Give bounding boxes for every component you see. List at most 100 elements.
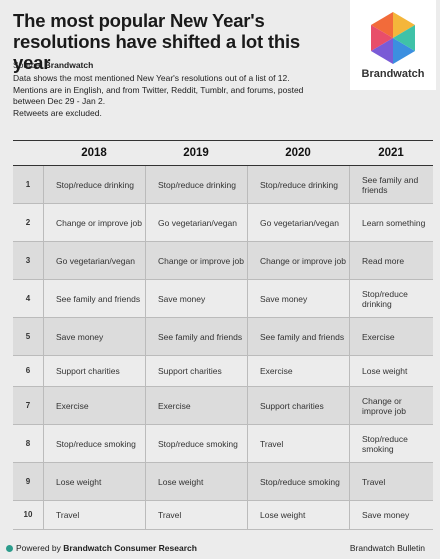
cell-text: Stop/reduce smoking: [158, 438, 238, 449]
cell-text: Stop/reduce drinking: [158, 179, 236, 190]
description-line: Data shows the most mentioned New Year's…: [13, 73, 290, 83]
table-cell: Lose weight: [247, 501, 349, 529]
table-cell: Learn something: [349, 204, 433, 241]
table-cell: See family and friends: [349, 166, 433, 203]
brandwatch-dot-icon: [6, 545, 13, 552]
table-row: 9 Lose weight Lose weight Stop/reduce smoki…: [13, 463, 433, 501]
cell-text: Lose weight: [362, 366, 408, 376]
table-cell: Exercise: [349, 318, 433, 355]
cell-text: Travel: [56, 510, 80, 520]
table-cell: Change or improve job: [247, 242, 349, 279]
cell-text: Stop/reduce smoking: [260, 476, 340, 487]
rank-label: 7: [25, 400, 31, 410]
description: Data shows the most mentioned New Year's…: [13, 73, 338, 119]
table-cell: Go vegetarian/vegan: [43, 242, 145, 279]
table-cell: Save money: [145, 280, 247, 317]
table-row: 6 Support charities Support charities Exerc…: [13, 356, 433, 387]
table-cell: See family and friends: [43, 280, 145, 317]
cell-text: Support charities: [158, 366, 222, 376]
rank-label: 6: [25, 366, 31, 375]
cell-text: Travel: [362, 476, 386, 487]
table-row: 10 Travel Travel Lose weight Save money: [13, 501, 433, 530]
cell-text: See family and friends: [260, 331, 345, 342]
rank-label: 5: [25, 331, 31, 341]
cell-text: Lose weight: [56, 476, 102, 487]
cell-text: Go vegetarian/vegan: [56, 255, 135, 266]
table-body: 1 Stop/reduce drinking Stop/reduce drinkin…: [13, 166, 433, 530]
table-cell: Travel: [349, 463, 433, 500]
rank-label: 8: [25, 438, 31, 448]
column-header-2021: 2021: [378, 147, 404, 159]
cell-text: Stop/reduce smoking: [56, 438, 136, 449]
table-cell: Lose weight: [43, 463, 145, 500]
source-name: Brandwatch: [44, 60, 94, 70]
table-cell: Stop/reduce drinking: [349, 280, 433, 317]
table-cell: Read more: [349, 242, 433, 279]
cell-text: Read more: [362, 255, 405, 266]
footer-powered-prefix: Powered by: [16, 543, 64, 553]
footer-powered-name: Brandwatch Consumer Research: [63, 543, 197, 553]
table-cell: Save money: [43, 318, 145, 355]
cell-text: Change or improve job: [56, 217, 142, 228]
table-cell: Save money: [247, 280, 349, 317]
resolutions-table: 2018 2019 2020 2021 1 Stop/reduce drinkin…: [13, 140, 433, 530]
table-row: 2 Change or improve job Go vegetarian/vega…: [13, 204, 433, 242]
table-cell: Stop/reduce drinking: [43, 166, 145, 203]
cell-text: Travel: [158, 510, 182, 520]
table-cell: Travel: [247, 425, 349, 462]
cell-text: Save money: [56, 331, 104, 342]
cell-text: See family and friends: [56, 293, 141, 304]
cell-text: Go vegetarian/vegan: [260, 217, 339, 228]
cell-text: Change or improve job: [260, 255, 346, 266]
table-cell: Exercise: [247, 356, 349, 386]
description-line: between Dec 29 - Jan 2.: [13, 96, 106, 106]
cell-text: Support charities: [56, 366, 120, 376]
cell-text: Stop/reduce drinking: [362, 288, 408, 309]
cell-text: See family and friends: [362, 174, 419, 195]
rank-label: 3: [25, 255, 31, 265]
table-cell: Go vegetarian/vegan: [145, 204, 247, 241]
table-cell: Change or improve job: [349, 387, 433, 424]
table-header: 2018 2019 2020 2021: [13, 140, 433, 166]
cell-text: Lose weight: [158, 476, 204, 487]
table-cell: Support charities: [247, 387, 349, 424]
rank-label: 10: [23, 510, 33, 519]
table-cell: Exercise: [145, 387, 247, 424]
source-prefix: Source:: [13, 60, 45, 70]
cell-text: Exercise: [362, 331, 395, 342]
cell-text: Support charities: [260, 400, 324, 411]
table-row: 4 See family and friends Save money Save mo…: [13, 280, 433, 318]
cell-text: Exercise: [158, 400, 191, 411]
footer: Powered by Brandwatch Consumer Research …: [0, 537, 440, 559]
table-cell: Save money: [349, 501, 433, 529]
footer-credit: Brandwatch Bulletin: [349, 543, 425, 553]
table-cell: Travel: [145, 501, 247, 529]
cell-text: Change or improve job: [158, 255, 244, 266]
cell-text: Learn something: [362, 217, 426, 228]
chart-title: The most popular New Year's resolutions …: [13, 10, 300, 73]
table-cell: Stop/reduce smoking: [349, 425, 433, 462]
description-line: Mentions are in English, and from Twitte…: [13, 84, 304, 95]
cell-text: Stop/reduce drinking: [260, 179, 338, 190]
table-cell: See family and friends: [247, 318, 349, 355]
cell-text: Save money: [362, 510, 410, 520]
rank-label: 1: [25, 179, 31, 189]
source-line: Source: Brandwatch: [13, 60, 93, 70]
logo-text: Brandwatch: [361, 68, 425, 80]
table-cell: Change or improve job: [145, 242, 247, 279]
cell-text: Go vegetarian/vegan: [158, 217, 237, 228]
table-cell: Support charities: [43, 356, 145, 386]
cell-text: See family and friends: [158, 331, 243, 342]
cell-text: Lose weight: [260, 510, 306, 520]
table-cell: Lose weight: [145, 463, 247, 500]
cell-text: Stop/reduce drinking: [56, 179, 134, 190]
table-cell: Travel: [43, 501, 145, 529]
cell-text: Save money: [260, 293, 308, 304]
table-row: 7 Exercise Exercise Support charities Change…: [13, 387, 433, 425]
cell-text: Stop/reduce smoking: [362, 433, 408, 454]
table-cell: Stop/reduce drinking: [145, 166, 247, 203]
table-cell: Lose weight: [349, 356, 433, 386]
column-header-2020: 2020: [285, 147, 311, 159]
cell-text: Save money: [158, 293, 206, 304]
table-cell: Stop/reduce smoking: [247, 463, 349, 500]
